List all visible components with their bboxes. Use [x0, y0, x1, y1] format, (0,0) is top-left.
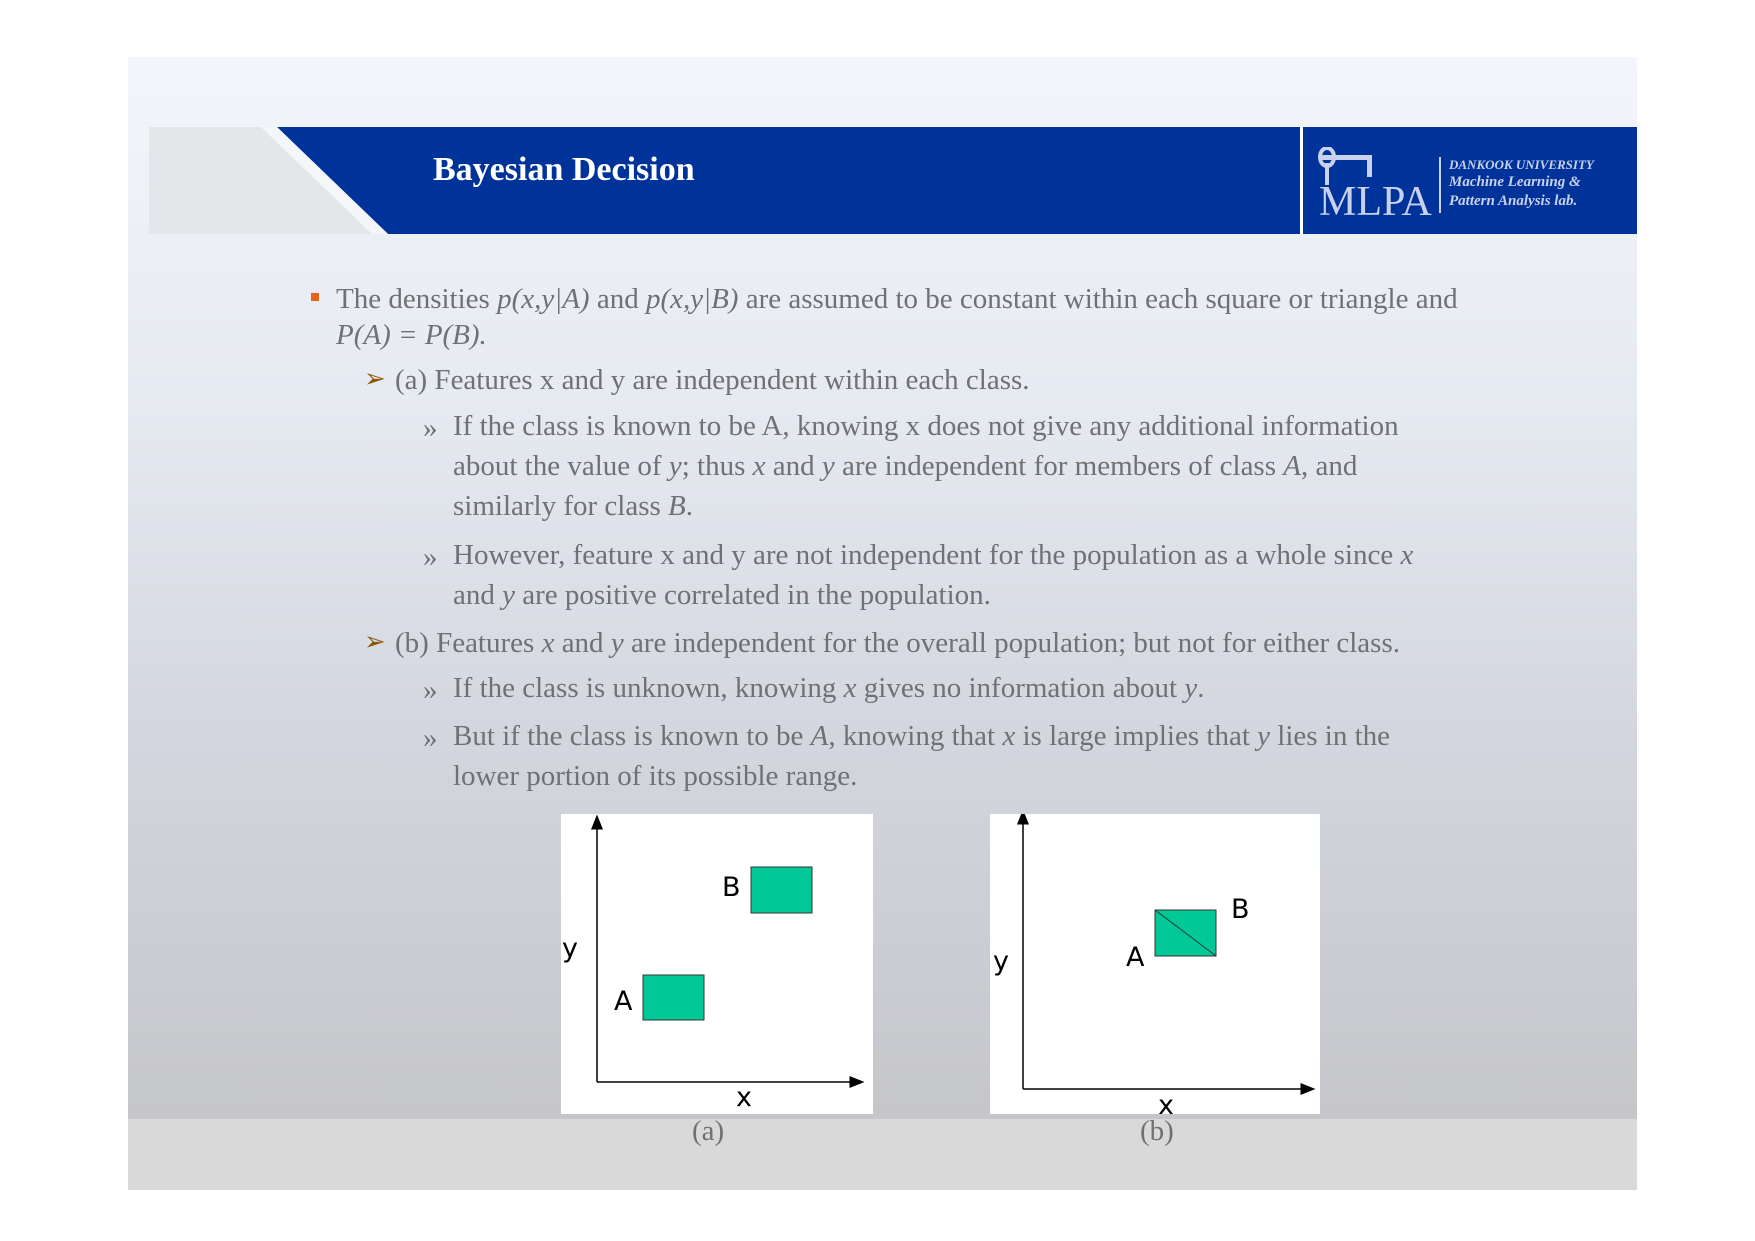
sub-bullet-icon: »: [423, 722, 438, 754]
figure-b: A B y x: [990, 809, 1320, 1121]
bullet-square-icon: [311, 293, 319, 301]
body-line-6: similarly for class B.: [453, 490, 694, 522]
arrow-bullet-icon: ➢: [364, 364, 386, 394]
logo-lab-line-2: Pattern Analysis lab.: [1449, 193, 1578, 209]
figure-b-diagram: A B y x: [993, 809, 1316, 1121]
arrow-bullet-icon: ➢: [364, 627, 386, 657]
logo-mark-text: MLPA: [1319, 179, 1433, 219]
sub-bullet-icon: »: [423, 674, 438, 706]
body-line-5: about the value of y; thus x and y are i…: [453, 450, 1358, 482]
body-line-11: But if the class is known to be A, knowi…: [453, 720, 1391, 752]
figure-b-label-a: A: [1126, 942, 1145, 973]
logo-university: DANKOOK UNIVERSITY: [1449, 157, 1594, 172]
figure-a-label-a: A: [614, 986, 633, 1017]
body-line-2: P(A) = P(B).: [336, 319, 487, 351]
slide: Bayesian Decision MLPA DANKOOK UNIVERSIT…: [128, 57, 1637, 1190]
figure-a: A B y x: [561, 814, 873, 1114]
figure-a-caption: (a): [692, 1115, 725, 1147]
body-line-4: If the class is known to be A, knowing x…: [453, 410, 1399, 442]
figure-a-x-label: x: [736, 1082, 752, 1113]
mlpa-logo-mark: MLPA: [1318, 147, 1433, 219]
body-line-10: If the class is unknown, knowing x gives…: [453, 672, 1205, 704]
sub-bullet-icon: »: [423, 541, 438, 573]
figure-b-diagonal: [1154, 909, 1217, 957]
body-line-8: and y are positive correlated in the pop…: [453, 579, 991, 611]
body-line-12: lower portion of its possible range.: [453, 760, 858, 792]
footer-band: [128, 1119, 1637, 1190]
figure-b-y-label: y: [993, 946, 1009, 977]
body-line-7: However, feature x and y are not indepen…: [453, 539, 1414, 571]
body-line-1: The densities p(x,y|A) and p(x,y|B) are …: [336, 283, 1458, 315]
figure-a-y-label: y: [562, 933, 578, 964]
figure-a-label-b: B: [722, 872, 741, 903]
body-line-3: (a) Features x and y are independent wit…: [395, 364, 1030, 396]
lab-logo: MLPA DANKOOK UNIVERSITY Machine Learning…: [1303, 127, 1637, 234]
figure-b-label-b: B: [1231, 894, 1250, 925]
slide-title: Bayesian Decision: [433, 151, 695, 188]
body-line-9: (b) Features x and y are independent for…: [395, 627, 1400, 659]
figure-b-caption: (b): [1140, 1115, 1174, 1147]
figure-a-diagram: A B y x: [562, 814, 865, 1113]
header-banner: [261, 127, 1304, 234]
sub-bullet-icon: »: [423, 412, 438, 444]
figure-a-class-a-square: [642, 974, 705, 1021]
figure-a-class-b-square: [750, 866, 813, 914]
logo-lab-line-1: Machine Learning &: [1449, 174, 1581, 190]
figure-b-x-label: x: [1158, 1090, 1174, 1114]
